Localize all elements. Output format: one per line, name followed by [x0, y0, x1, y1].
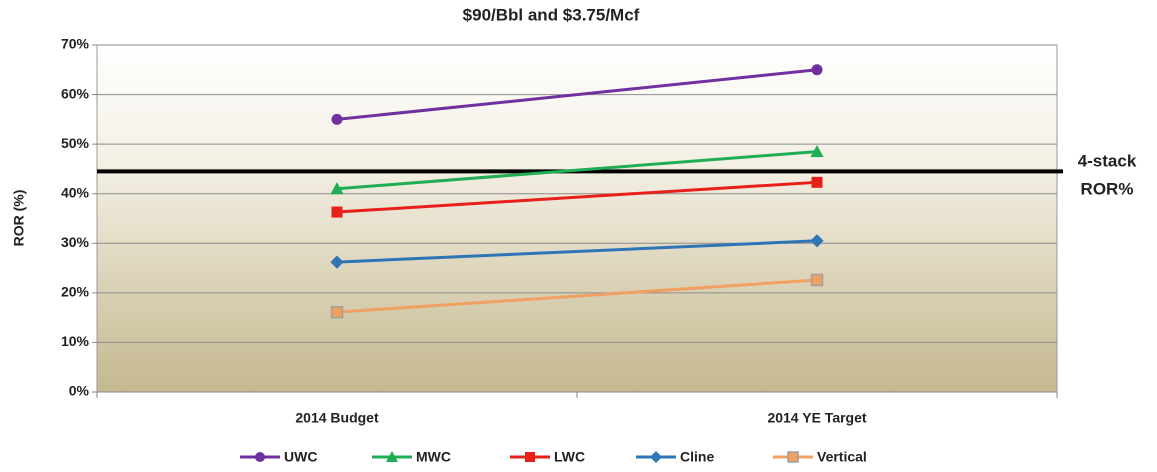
y-tick-label: 10%	[61, 333, 90, 349]
marker	[330, 255, 344, 269]
series-line	[336, 239, 818, 264]
marker	[255, 452, 265, 462]
y-tick-label: 0%	[69, 383, 90, 399]
y-tick-label: 60%	[61, 85, 90, 101]
y-tick-label: 20%	[61, 284, 90, 300]
marker	[331, 206, 343, 218]
reference-label: ROR%	[1081, 179, 1134, 198]
series-line	[336, 68, 818, 121]
legend-label: Cline	[680, 449, 714, 465]
legend-label: UWC	[284, 449, 317, 465]
legend-label: Vertical	[817, 449, 867, 465]
chart-title: $90/Bbl and $3.75/Mcf	[463, 5, 640, 24]
series-line	[336, 150, 818, 191]
y-tick-label: 30%	[61, 234, 90, 250]
marker	[330, 182, 344, 195]
plot-area	[96, 44, 1058, 393]
legend-label: LWC	[554, 449, 585, 465]
series-line	[336, 180, 818, 214]
marker	[330, 305, 344, 319]
series-line	[336, 278, 818, 314]
marker	[787, 451, 799, 463]
marker	[811, 176, 823, 188]
marker	[386, 451, 398, 462]
marker	[650, 451, 662, 463]
y-tick-label: 70%	[61, 36, 90, 52]
y-tick-label: 50%	[61, 135, 90, 151]
marker	[811, 64, 823, 76]
reference-label: 4-stack	[1078, 151, 1137, 170]
marker	[810, 234, 824, 248]
marker	[525, 452, 535, 462]
marker	[331, 113, 343, 125]
x-tick-label: 2014 YE Target	[767, 410, 866, 426]
y-tick-label: 40%	[61, 184, 90, 200]
marker	[810, 273, 824, 287]
legend-label: MWC	[416, 449, 451, 465]
y-axis-label: ROR (%)	[11, 190, 27, 247]
marker	[810, 144, 824, 158]
x-tick-label: 2014 Budget	[295, 410, 379, 426]
